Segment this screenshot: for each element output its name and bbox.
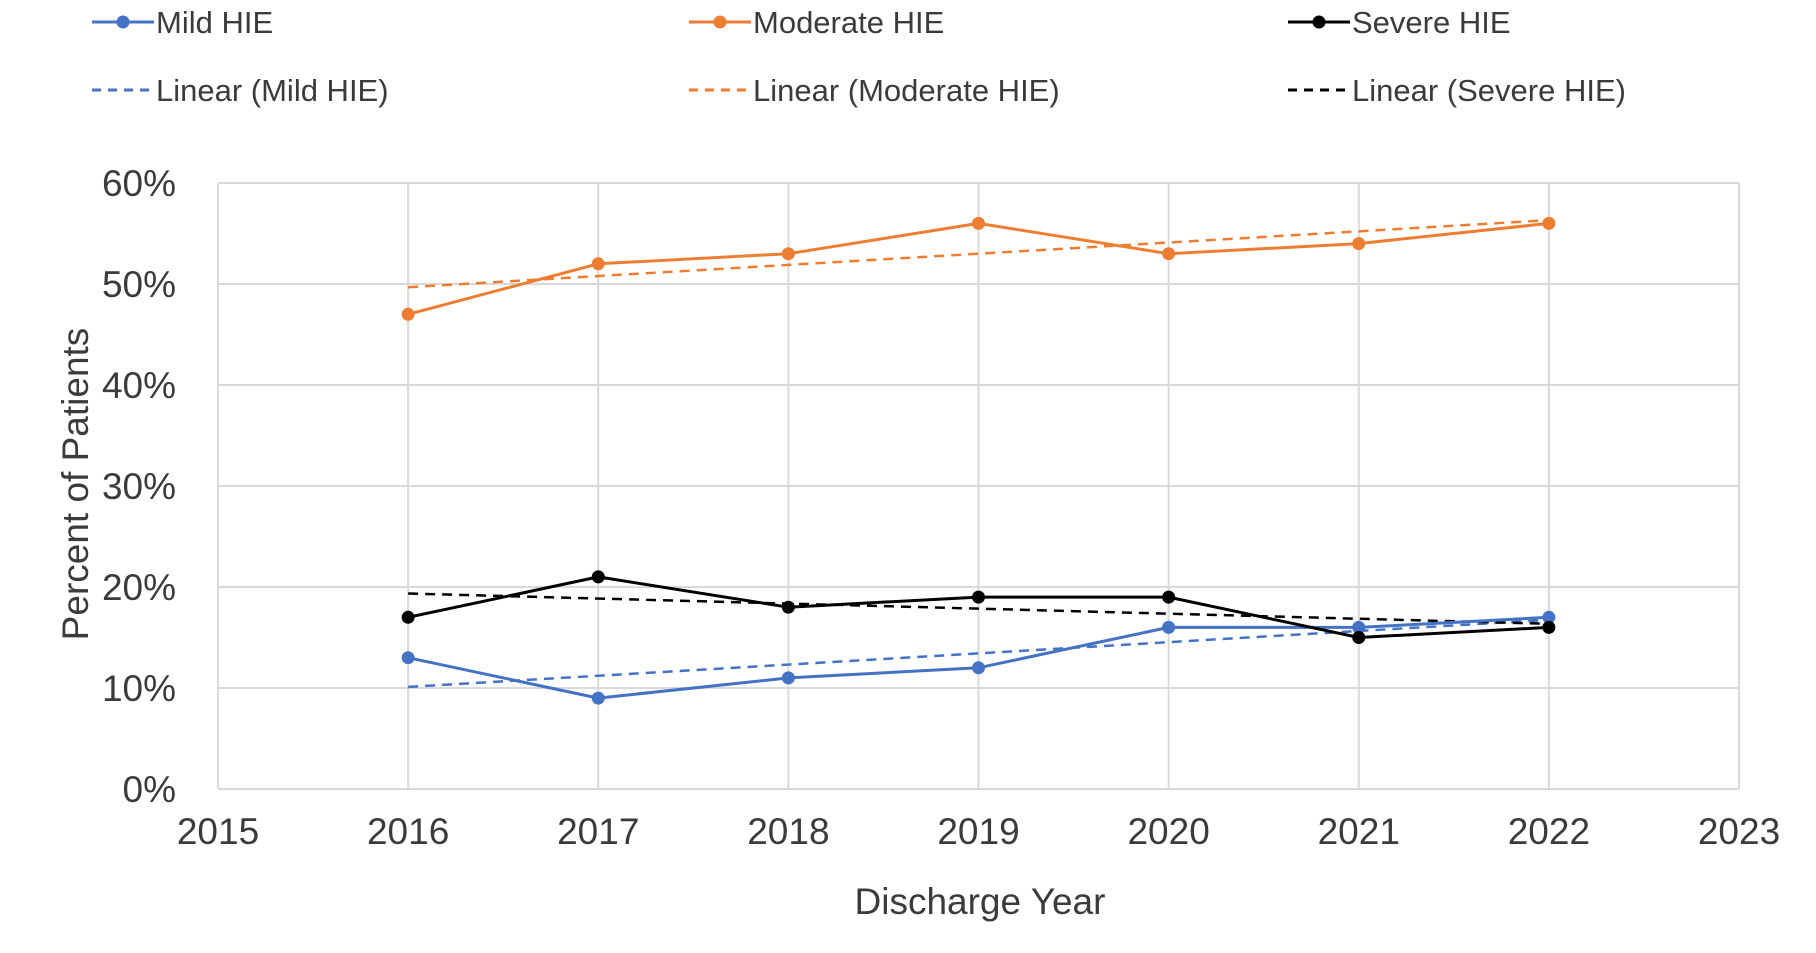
data-point-mild-hie [1542, 610, 1556, 624]
series-lines [401, 216, 1556, 705]
y-tick-label: 0% [123, 769, 176, 810]
x-tick-label: 2019 [937, 811, 1019, 852]
y-tick-label: 40% [102, 365, 176, 406]
x-tick-label: 2016 [367, 811, 449, 852]
data-point-moderate-hie [1352, 237, 1366, 251]
data-point-mild-hie [591, 691, 605, 705]
data-point-severe-hie [781, 600, 795, 614]
data-point-mild-hie [1162, 620, 1176, 634]
data-point-moderate-hie [1162, 247, 1176, 261]
x-tick-label: 2015 [177, 811, 259, 852]
legend-item-trendline: Linear (Mild HIE) [92, 73, 389, 108]
legend-item-mild-hie: Mild HIE [92, 5, 273, 40]
data-point-mild-hie [781, 671, 795, 685]
y-axis-ticks: 0% 10% 20% 30% 40% 50% 60% [102, 163, 176, 810]
y-tick-label: 10% [102, 668, 176, 709]
data-point-moderate-hie [1542, 216, 1556, 230]
trendline-severe-hie [408, 592, 1549, 626]
legend-item-trendline: Linear (Moderate HIE) [689, 73, 1060, 108]
legend-marker [1312, 15, 1326, 29]
x-tick-label: 2023 [1698, 811, 1780, 852]
data-point-severe-hie [1542, 620, 1556, 634]
data-point-moderate-hie [591, 257, 605, 271]
x-axis-title: Discharge Year [855, 881, 1106, 922]
x-tick-label: 2017 [557, 811, 639, 852]
y-axis-title: Percent of Patients [55, 328, 96, 641]
x-tick-label: 2020 [1127, 811, 1209, 852]
gridlines [217, 182, 1740, 790]
data-point-mild-hie [401, 651, 415, 665]
legend-item-trendline: Linear (Severe HIE) [1288, 73, 1626, 108]
data-point-mild-hie [972, 661, 985, 675]
y-tick-label: 50% [102, 264, 176, 305]
legend-marker [713, 15, 727, 29]
data-point-moderate-hie [401, 307, 415, 321]
x-tick-label: 2022 [1508, 811, 1590, 852]
y-tick-label: 60% [102, 163, 176, 204]
data-point-mild-hie [1352, 620, 1366, 634]
x-axis-ticks: 2015 2016 2017 2018 2019 2020 2021 2022 2023 [177, 811, 1780, 852]
data-point-severe-hie [972, 590, 985, 604]
legend-label: Linear (Mild HIE) [156, 73, 389, 108]
data-point-severe-hie [401, 610, 415, 624]
data-point-moderate-hie [781, 247, 795, 261]
data-point-severe-hie [591, 570, 605, 584]
legend-label: Linear (Moderate HIE) [753, 73, 1060, 108]
legend-label: Moderate HIE [753, 5, 944, 40]
y-tick-label: 30% [102, 466, 176, 507]
legend-item-moderate-hie: Moderate HIE [689, 5, 944, 40]
x-tick-label: 2018 [747, 811, 829, 852]
legend-label: Severe HIE [1352, 5, 1511, 40]
data-point-severe-hie [1162, 590, 1176, 604]
legend-label: Mild HIE [156, 5, 273, 40]
x-tick-label: 2021 [1318, 811, 1400, 852]
legend-label: Linear (Severe HIE) [1352, 73, 1626, 108]
legend-marker [116, 15, 130, 29]
legend: Mild HIE Moderate HIE Severe HIE Linear (Mi… [92, 5, 1626, 108]
data-point-severe-hie [1352, 631, 1366, 644]
legend-item-severe-hie: Severe HIE [1288, 5, 1511, 40]
data-point-moderate-hie [972, 216, 985, 230]
trendline-moderate-hie [408, 218, 1549, 289]
y-tick-label: 20% [102, 567, 176, 608]
